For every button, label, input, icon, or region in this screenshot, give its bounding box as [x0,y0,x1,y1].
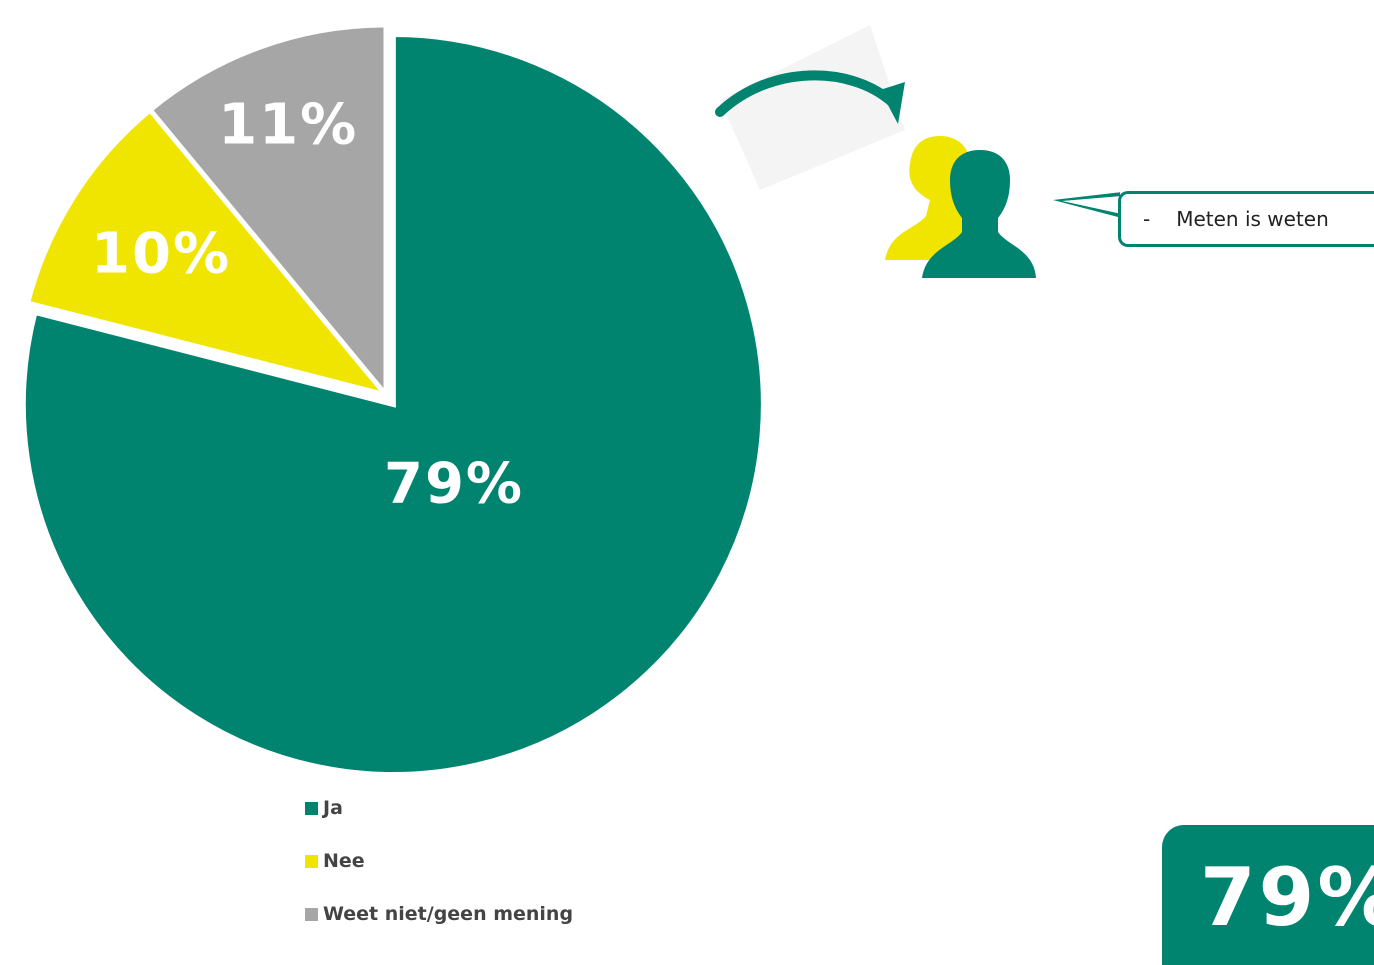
decoration [715,25,1120,278]
legend-item-nee: Nee [305,847,573,875]
legend-item-ja: Ja [305,794,573,822]
curved-arrow-icon [715,70,905,124]
legend-swatch-weet-niet [305,907,318,921]
pie-label-weet-niet: 11% [218,92,358,157]
people-icon [885,136,1036,278]
highlight-box: 79% [1162,825,1374,965]
callout-pointer-inner [1062,196,1120,214]
pie-label-ja: 79% [384,452,524,517]
legend-swatch-ja [305,801,318,815]
legend: Ja Nee Weet niet/geen mening [305,794,573,953]
callout-dash: - [1143,207,1151,231]
legend-label-nee: Nee [323,850,365,872]
legend-label-ja: Ja [323,797,343,819]
paper-shadow [720,25,905,190]
pie-chart: 79% 10% 11% [20,22,766,777]
legend-item-weet-niet: Weet niet/geen mening [305,900,573,928]
legend-label-weet-niet: Weet niet/geen mening [323,903,574,925]
pie-slice-weet-niet [146,22,389,402]
pie-label-nee: 10% [91,221,231,286]
legend-swatch-nee [305,854,318,868]
pie-slice-ja [20,31,766,777]
callout-box: - Meten is weten [1118,191,1374,247]
pie-slice-nee [24,106,393,400]
highlight-value: 79% [1200,851,1374,944]
callout-text: Meten is weten [1176,207,1329,231]
